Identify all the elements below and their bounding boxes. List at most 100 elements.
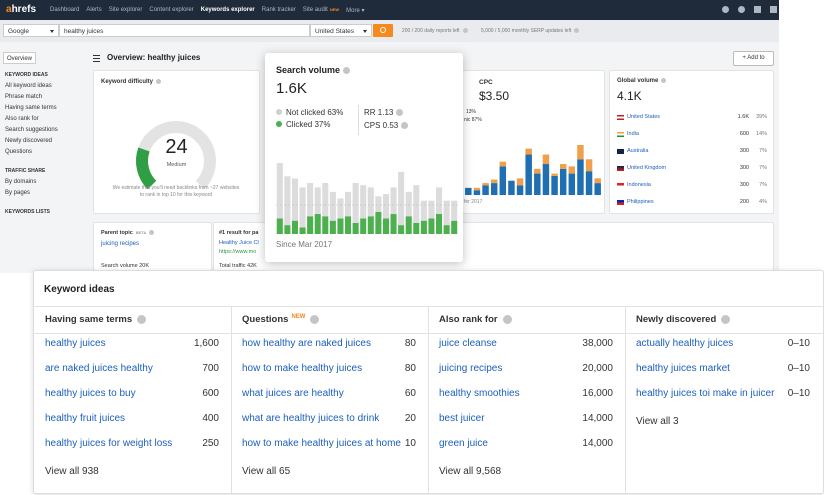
keyword-link[interactable]: are naked juices healthy xyxy=(45,363,153,374)
help-icon[interactable] xyxy=(721,314,731,324)
rr-text: RR 1.13 xyxy=(364,108,394,117)
nav-item[interactable]: Site explorer xyxy=(108,7,143,13)
view-all[interactable]: View all 9,568 xyxy=(439,466,502,477)
keyword-link[interactable]: juice cleanse xyxy=(439,338,497,349)
help-icon[interactable] xyxy=(396,109,404,117)
nav-item[interactable]: Content explorer xyxy=(149,7,194,13)
bar-segment xyxy=(585,171,593,195)
keyword-link[interactable]: healthy smoothies xyxy=(439,388,520,399)
view-all[interactable]: View all 65 xyxy=(242,466,291,477)
keyword-link[interactable]: actually healthy juices xyxy=(636,338,734,349)
help-icon[interactable] xyxy=(462,28,468,34)
difficulty-note: We estimate that you'll need backlinks f… xyxy=(112,185,240,198)
nav-item[interactable]: Dashboard xyxy=(50,7,80,13)
overview-tab[interactable]: Overview xyxy=(3,52,36,64)
help-icon[interactable] xyxy=(661,78,667,83)
keyword-link[interactable]: best juicer xyxy=(439,413,485,424)
help-icon[interactable] xyxy=(502,314,512,324)
help-icon[interactable] xyxy=(156,79,162,84)
help-icon[interactable] xyxy=(722,6,729,13)
nav-item[interactable]: More ▾ xyxy=(346,8,365,14)
keyword-volume: 10 xyxy=(404,438,416,449)
sidebar-link[interactable]: Having same terms xyxy=(5,105,57,111)
top-result-url: https://www.mo xyxy=(219,249,257,255)
view-all[interactable]: View all 3 xyxy=(636,416,679,427)
keyword-link[interactable]: what are healthy juices to drink xyxy=(242,413,380,424)
keyword-link[interactable]: how to make healthy juices xyxy=(242,363,363,374)
keyword-link[interactable]: healthy juices xyxy=(45,338,106,349)
keyword-volume: 80 xyxy=(404,338,416,349)
sidebar-link[interactable]: Questions xyxy=(5,149,33,155)
country-link[interactable]: United States xyxy=(627,114,661,120)
difficulty-title: Keyword difficulty xyxy=(101,79,162,85)
keyword-link[interactable]: how healthy are naked juices xyxy=(242,338,371,349)
nav-icons xyxy=(722,6,777,13)
add-to-button[interactable]: + Add to xyxy=(733,51,774,66)
parent-link[interactable]: juicing recipes xyxy=(101,241,140,247)
keyword-link[interactable]: healthy juices for weight loss xyxy=(45,438,173,449)
sidebar-link[interactable]: By pages xyxy=(5,190,31,196)
bar-segment xyxy=(508,180,515,195)
bar-segment xyxy=(490,179,498,184)
country-share: 39% xyxy=(755,114,767,120)
bar-segment xyxy=(276,163,283,219)
keyword-link[interactable]: juicing recipes xyxy=(439,363,503,374)
reports-text: 200 / 200 daily reports left xyxy=(402,28,460,34)
help-icon[interactable] xyxy=(137,314,147,324)
help-icon[interactable] xyxy=(343,67,351,75)
nav-item[interactable]: Site audit xyxy=(302,7,328,13)
keyword-link[interactable]: healthy juices to buy xyxy=(45,388,136,399)
gauge xyxy=(136,121,216,190)
page-title: Overview: healthy juices xyxy=(107,53,201,62)
sidebar-link[interactable]: Newly discovered xyxy=(5,138,53,144)
country-link[interactable]: Indonesia xyxy=(627,182,651,188)
keyword-link[interactable]: how to make healthy juices at home xyxy=(242,438,401,449)
bar-segment xyxy=(482,185,489,195)
keyword-link[interactable]: healthy juices toi make in juicer xyxy=(636,388,775,399)
bell-icon[interactable] xyxy=(738,6,745,13)
help-icon[interactable] xyxy=(149,230,155,236)
nav-items: Dashboard Alerts Site explorer Content expl… xyxy=(50,7,365,14)
popup-since: Since Mar 2017 xyxy=(276,240,333,249)
keyword-link[interactable]: healthy juices market xyxy=(636,363,730,374)
engine-select[interactable]: Google xyxy=(3,24,59,37)
help-icon[interactable] xyxy=(310,314,320,324)
sidebar-link[interactable]: Search suggestions xyxy=(5,127,58,133)
sidebar-section-title: TRAFFIC SHARE xyxy=(5,168,46,174)
nav-item[interactable]: Keywords explorer xyxy=(200,7,255,13)
flag xyxy=(617,200,624,205)
bar-segment xyxy=(375,196,382,212)
logo: ahrefs xyxy=(6,4,36,15)
menu-icon[interactable] xyxy=(93,55,100,62)
window-icon[interactable] xyxy=(754,6,761,13)
cpc-paid: 13% xyxy=(466,109,477,115)
country-volume: 300 xyxy=(739,165,749,171)
help-icon[interactable] xyxy=(401,122,409,130)
nav-item[interactable]: Alerts xyxy=(86,7,102,13)
keyword-link[interactable]: healthy fruit juices xyxy=(45,413,126,424)
bar-segment xyxy=(322,216,329,234)
country-link[interactable]: India xyxy=(627,131,639,137)
search-button[interactable] xyxy=(373,24,393,37)
keyword-link[interactable]: what juices are healthy xyxy=(242,388,344,399)
keyword-link[interactable]: green juice xyxy=(439,438,488,449)
difficulty-value: 24 xyxy=(165,136,188,158)
view-all[interactable]: View all 938 xyxy=(45,466,99,477)
nav-item[interactable]: Rank tracker xyxy=(261,7,296,13)
bar-segment xyxy=(559,164,567,169)
country-link[interactable]: Australia xyxy=(627,148,649,154)
sidebar-link[interactable]: Phrase match xyxy=(5,94,43,100)
bar-segment xyxy=(420,200,427,221)
sidebar-link[interactable]: Also rank for xyxy=(5,116,39,122)
country-link[interactable]: Philippines xyxy=(627,199,654,205)
sidebar-link[interactable]: All keyword ideas xyxy=(5,83,52,89)
country-select[interactable]: United States xyxy=(310,24,372,37)
sidebar-link[interactable]: By domains xyxy=(5,179,37,185)
country-link[interactable]: United Kingdom xyxy=(627,165,667,171)
help-icon[interactable] xyxy=(574,28,580,34)
logo-rest: hrefs xyxy=(11,4,37,15)
bar-segment xyxy=(329,191,336,221)
top-result-link[interactable]: Healthy Juice Cl xyxy=(219,240,259,246)
query-input[interactable]: healthy juices xyxy=(59,24,310,37)
account-icon[interactable] xyxy=(770,6,777,13)
